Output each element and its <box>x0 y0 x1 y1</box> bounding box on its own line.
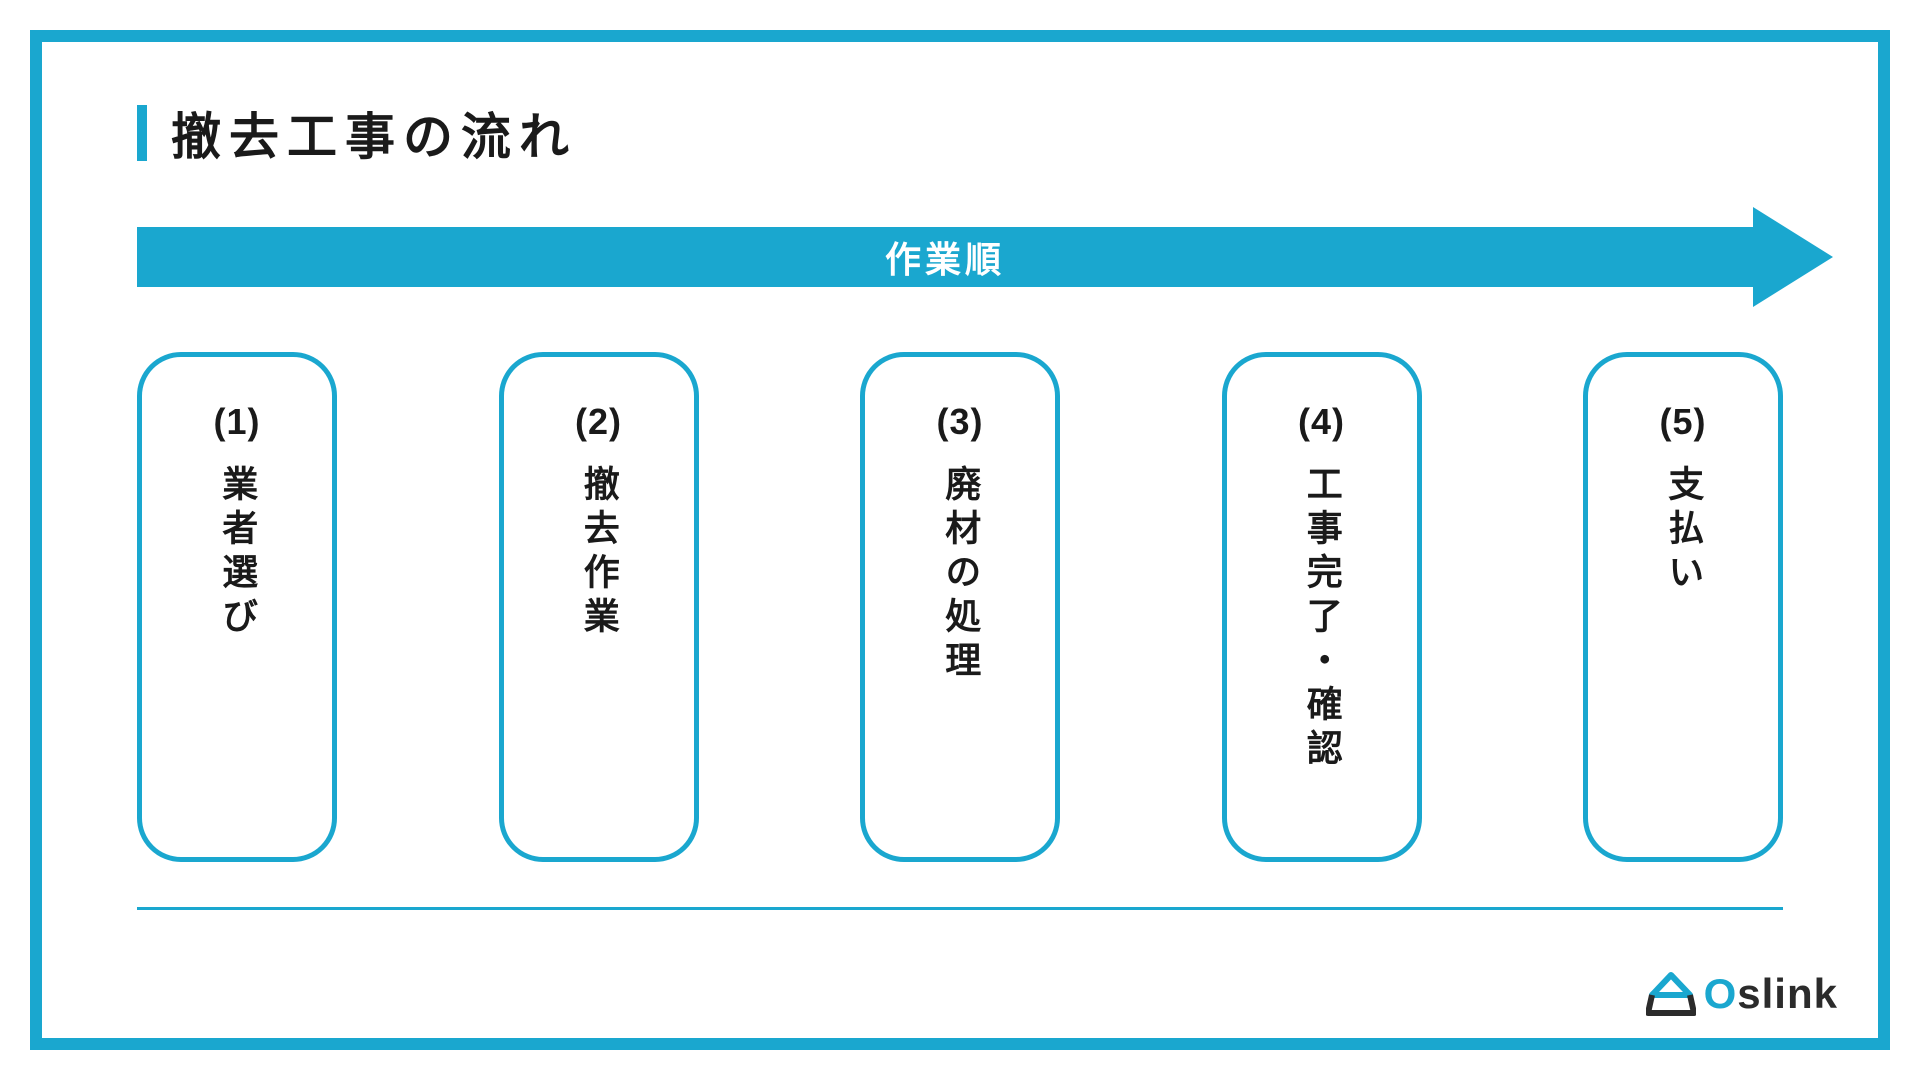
outer-frame: 撤去工事の流れ 作業順 (1) 業者選び (2) 撤去作業 (3) 廃材の処理 … <box>30 30 1890 1050</box>
slide-inner: 撤去工事の流れ 作業順 (1) 業者選び (2) 撤去作業 (3) 廃材の処理 … <box>42 42 1878 1038</box>
flow-arrow: 作業順 <box>137 217 1818 297</box>
step-number: (1) <box>214 401 261 443</box>
brand-logo: Oslink <box>1646 970 1838 1018</box>
arrow-label: 作業順 <box>885 231 1005 283</box>
step-box-3: (3) 廃材の処理 <box>860 352 1060 862</box>
brand-suffix: slink <box>1737 970 1838 1017</box>
brand-text: Oslink <box>1704 970 1838 1018</box>
brand-prefix: O <box>1704 970 1738 1017</box>
title-accent-bar <box>137 105 147 161</box>
step-number: (4) <box>1298 401 1345 443</box>
step-title: 業者選び <box>212 465 262 641</box>
brand-mark-icon <box>1646 971 1696 1017</box>
step-title: 工事完了・確認 <box>1296 465 1346 773</box>
step-title: 廃材の処理 <box>935 465 985 685</box>
step-number: (2) <box>575 401 622 443</box>
step-box-4: (4) 工事完了・確認 <box>1222 352 1422 862</box>
arrow-body: 作業順 <box>137 227 1753 287</box>
step-box-2: (2) 撤去作業 <box>499 352 699 862</box>
step-number: (5) <box>1660 401 1707 443</box>
step-title: 支払い <box>1658 465 1708 597</box>
arrow-head-icon <box>1753 207 1833 307</box>
baseline-rule <box>137 907 1783 910</box>
step-title: 撤去作業 <box>573 465 623 641</box>
step-number: (3) <box>937 401 984 443</box>
title-block: 撤去工事の流れ <box>137 97 577 169</box>
step-box-1: (1) 業者選び <box>137 352 337 862</box>
steps-row: (1) 業者選び (2) 撤去作業 (3) 廃材の処理 (4) 工事完了・確認 … <box>137 352 1783 862</box>
page-title: 撤去工事の流れ <box>171 97 577 169</box>
step-box-5: (5) 支払い <box>1583 352 1783 862</box>
